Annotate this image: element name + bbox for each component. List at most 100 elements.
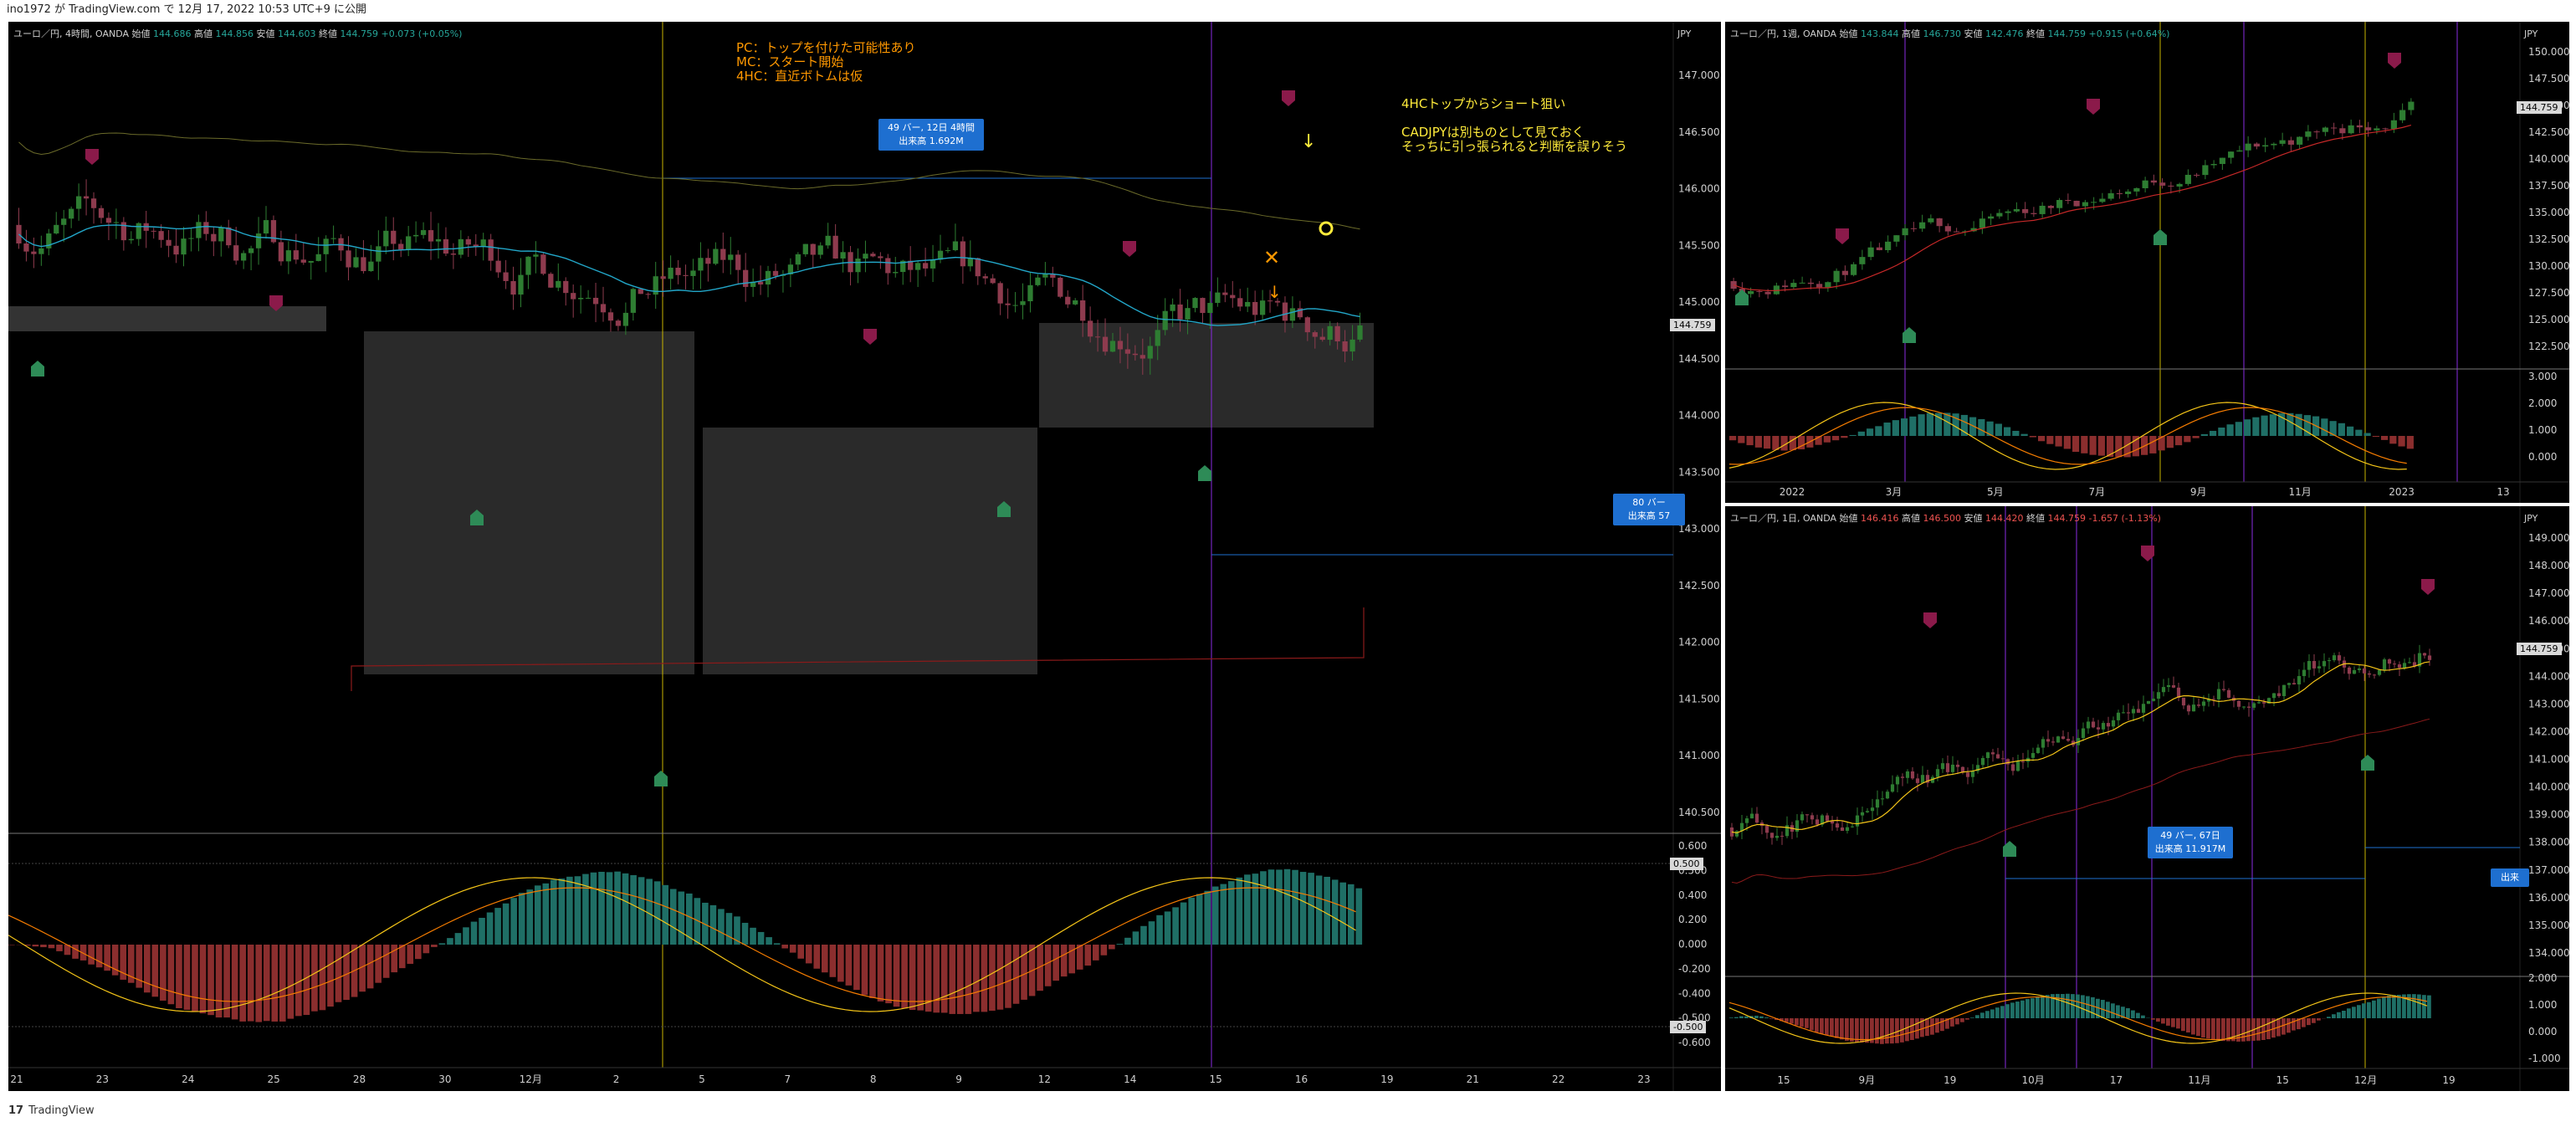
candle-body: [668, 267, 673, 279]
macd-4h-hist-bar: [822, 945, 828, 973]
time-axis-tick: 25: [267, 1073, 279, 1085]
candle-body: [750, 281, 756, 287]
candle-body: [2036, 747, 2041, 754]
candle-body: [2121, 712, 2126, 714]
macd-1d-hist-bar: [1744, 1016, 1749, 1018]
macd-1d-hist-bar: [2141, 1015, 2145, 1018]
candle-body: [31, 251, 37, 254]
time-axis-tick: 19: [1380, 1073, 1393, 1085]
macd-4h-hist-bar: [1315, 875, 1323, 945]
macd-1d-hist-bar: [2392, 995, 2396, 1018]
candle-body: [990, 278, 996, 284]
candle-body: [2262, 145, 2269, 147]
candle-body: [16, 224, 22, 243]
candle-body: [1730, 281, 1737, 289]
macd-4h-hist-bar: [996, 945, 1004, 1010]
bottom-marker: [31, 366, 44, 377]
candle-body: [607, 312, 614, 321]
cross-icon: ✕: [1263, 246, 1280, 269]
macd-4h-hist-bar: [1292, 869, 1298, 945]
bottom-marker-tip: [2003, 841, 2016, 847]
annotation-orange[interactable]: PC：トップを付けた可能性あり MC：スタート開始 4HC：直近ボトムは仮: [736, 40, 916, 84]
macd-4h-hist-bar: [551, 879, 557, 945]
macd-1d-hist-bar: [2066, 993, 2070, 1018]
macd-1w-hist-bar: [2029, 436, 2036, 438]
chart-canvas-1w[interactable]: 150.000147.500145.000142.500140.000137.5…: [1725, 22, 2569, 503]
candle-body: [2061, 736, 2066, 740]
macd-4h-hist-bar: [718, 909, 725, 945]
candle-body: [1970, 771, 1975, 777]
macd-1w-hist-bar: [2226, 424, 2234, 436]
candle-body: [443, 238, 449, 254]
time-axis-tick: 7: [784, 1073, 791, 1085]
top-marker: [1836, 228, 1849, 238]
macd-4h-hist-bar: [653, 881, 661, 945]
zone-box: [364, 331, 694, 674]
candle-body: [2287, 683, 2292, 685]
macd-1d-hist-bar: [2206, 1018, 2210, 1039]
candle-body: [2362, 668, 2367, 674]
bottom-marker-tip: [1198, 465, 1211, 471]
time-axis-tick: 23: [1637, 1073, 1650, 1085]
chart-canvas-1d[interactable]: 149.000148.000147.000146.000145.000144.0…: [1725, 506, 2569, 1091]
candle-body: [1910, 771, 1915, 779]
chart-panel-1d[interactable]: 149.000148.000147.000146.000145.000144.0…: [1725, 506, 2569, 1091]
time-axis-tick: 3月: [1886, 486, 1903, 498]
macd-4h-hist-bar: [1084, 945, 1092, 966]
macd-4h-hist-bar: [518, 893, 525, 945]
macd-1w-hist-bar: [2107, 436, 2114, 457]
tradingview-logo-icon[interactable]: 17: [8, 1104, 24, 1117]
chart-panel-1w[interactable]: 150.000147.500145.000142.500140.000137.5…: [1725, 22, 2569, 503]
candle-body: [2091, 721, 2096, 728]
legend-symbol: ユーロ／円, 4時間, OANDA: [13, 28, 130, 39]
annotation-yellow[interactable]: 4HCトップからショート狙い CADJPYは別ものとして見ておく そっちに引っ張…: [1401, 96, 1628, 154]
macd-1d-hist-bar: [2086, 996, 2090, 1018]
candle-body: [1139, 355, 1145, 359]
price-axis-tick: 125.000: [2528, 314, 2569, 325]
candle-body: [1274, 300, 1281, 303]
candle-body: [1905, 771, 1910, 778]
macd-1w-hist-bar: [2355, 429, 2363, 436]
macd-4h-hist-bar: [694, 898, 701, 945]
macd-1w-hist-bar: [1969, 417, 1977, 436]
macd-4h-hist-bar: [407, 945, 414, 964]
candle-body: [1833, 270, 1840, 283]
candle-body: [2387, 659, 2392, 664]
range-tooltip-4h: 49 バー, 12日 4時間 出来高 1.692M: [878, 119, 984, 151]
candle-body: [1058, 277, 1063, 297]
macd-1d-hist-bar: [1820, 1018, 1824, 1034]
candle-body: [83, 196, 90, 199]
macd-1d-hist-bar: [2422, 995, 2426, 1018]
candle-body: [638, 289, 643, 295]
candle-body: [2427, 655, 2432, 660]
candle-body: [406, 236, 412, 250]
macd-1w-hist-bar: [2012, 430, 2020, 436]
macd-4h-signal-line: [8, 887, 1356, 1002]
candle-body: [2056, 736, 2061, 743]
candle-body: [353, 257, 359, 268]
macd-1d-hist-bar: [1910, 1018, 1914, 1041]
macd-1w-hist-bar: [1918, 414, 1925, 436]
candle-body: [2210, 163, 2217, 166]
price-axis-tick: 144.500: [1678, 353, 1720, 365]
candle-body: [2307, 661, 2312, 670]
bottom-marker: [1903, 333, 1916, 343]
candle-body: [2390, 120, 2397, 130]
macd-4h-hist-bar: [662, 884, 669, 945]
macd-4h-hist-bar: [725, 913, 733, 945]
macd-1d-signal-line: [1728, 996, 2428, 1041]
macd-1d-hist-bar: [2056, 993, 2060, 1018]
candle-body: [2287, 140, 2294, 145]
macd-4h-hist-bar: [709, 904, 717, 945]
circle-icon: [1319, 221, 1334, 236]
macd-4h-hist-bar: [1188, 897, 1195, 945]
candle-body: [2282, 684, 2287, 696]
candle-body: [1785, 825, 1790, 837]
candle-body: [1954, 231, 1960, 233]
macd-4h-hist-bar: [56, 945, 63, 951]
macd-1d-hist-bar: [2377, 998, 2381, 1018]
price-axis-tick: 149.000: [2528, 532, 2569, 544]
chart-panel-4h[interactable]: ✕ ↓ ↓ 147.000 146.500 146.000 145.500 145.000 14…: [8, 22, 1721, 1091]
chart-canvas-4h[interactable]: ✕ ↓ ↓ 147.000 146.500 146.000 145.500 145.000 14…: [8, 22, 1721, 1091]
candle-body: [795, 254, 801, 265]
